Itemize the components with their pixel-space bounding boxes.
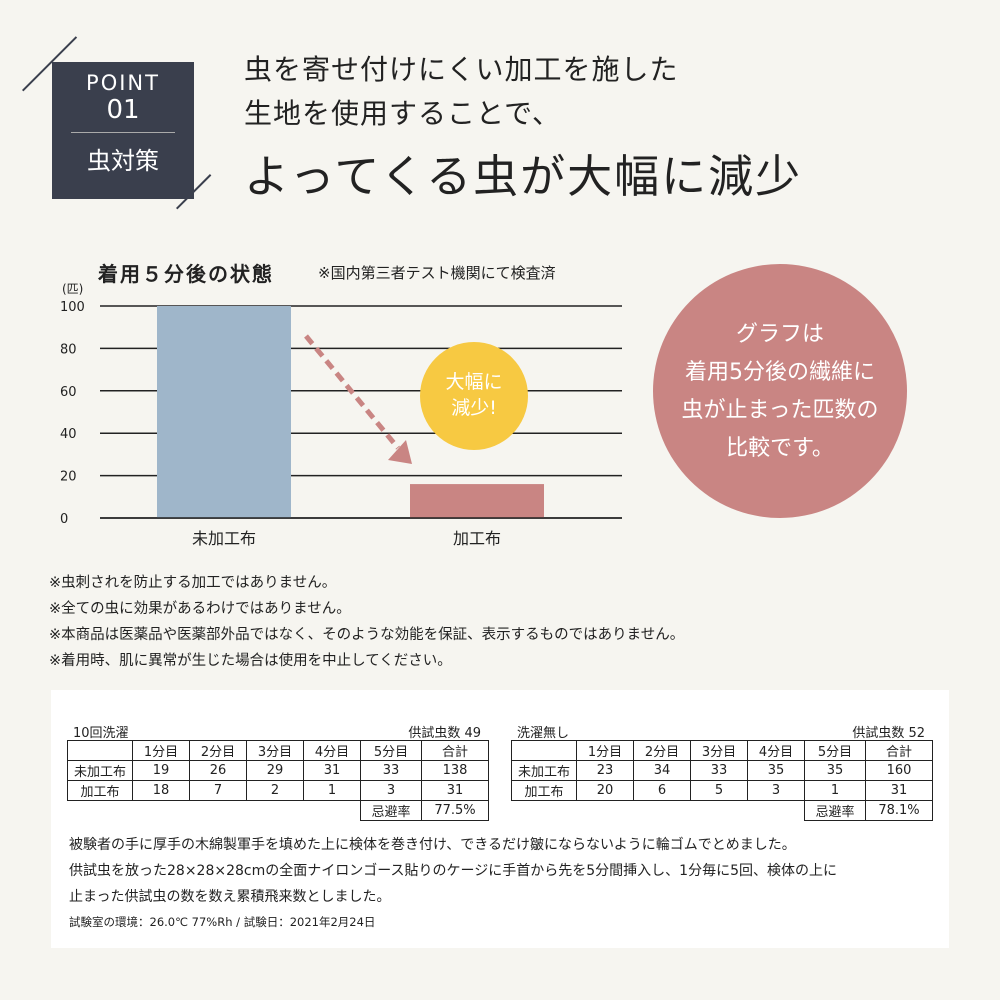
test-count-label: 供試虫数 52: [852, 726, 925, 741]
decrease-arrow-line: [304, 334, 400, 450]
test-count-label: 供試虫数 49: [408, 726, 481, 741]
results-table: 1分目 2分目 3分目 4分目 5分目 合計 未加工布 23 34 33 35 …: [511, 740, 933, 821]
disclaimer-notes: ※虫刺されを防止する加工ではありません。 ※全ての虫に効果があるわけではありませ…: [49, 570, 684, 674]
test-method-explanation: 被験者の手に厚手の木綿製軍手を填めた上に検体を巻き付け、できるだけ皺にならないよ…: [69, 832, 837, 910]
table-header-row: 1分目 2分目 3分目 4分目 5分目 合計: [511, 740, 933, 761]
test-results-panel: 10回洗濯 供試虫数 49 1分目 2分目 3分目 4分目 5分目 合計 未加工…: [51, 690, 949, 948]
headline-line-1: 虫を寄せ付けにくい加工を施した: [244, 53, 679, 86]
headline-line-2: 生地を使用することで、: [244, 97, 562, 130]
table-unwashed: 洗濯無し 供試虫数 52 1分目 2分目 3分目 4分目 5分目 合計 未加工布…: [511, 722, 935, 821]
explanation-line-2: 供試虫を放った28×28×28cmの全面ナイロンゴース貼りのケージに手首から先を…: [69, 863, 837, 879]
callout-line-2: 着用5分後の繊維に: [685, 360, 875, 385]
bar-chart: (匹) 0 20 40 60 80 100 未加工布 加工布 大幅に減少!: [60, 282, 622, 548]
y-tick-label: 100: [60, 300, 85, 315]
y-tick-label: 40: [60, 427, 77, 442]
badge-divider: [71, 132, 175, 133]
badge-number: 01: [106, 95, 140, 125]
callout-line-3: 虫が止まった匹数の: [681, 398, 879, 423]
x-tick-label: 加工布: [453, 529, 501, 548]
note-item: ※着用時、肌に異常が生じた場合は使用を中止してください。: [49, 653, 452, 669]
note-item: ※虫刺されを防止する加工ではありません。: [49, 575, 337, 591]
note-item: ※本商品は医薬品や医薬部外品ではなく、そのような効能を保証、表示するものではあり…: [49, 627, 685, 643]
table-title: 10回洗濯: [73, 726, 129, 741]
test-environment: 試験室の環境：26.0℃ 77%Rh / 試験日：2021年2月24日: [69, 915, 376, 929]
table-row: 未加工布 23 34 33 35 35 160: [511, 760, 933, 781]
results-table: 1分目 2分目 3分目 4分目 5分目 合計 未加工布 19 26 29 31 …: [67, 740, 489, 821]
annotation-circle: [420, 342, 528, 450]
y-axis-unit-label: (匹): [62, 282, 83, 296]
table-washed: 10回洗濯 供試虫数 49 1分目 2分目 3分目 4分目 5分目 合計 未加工…: [67, 722, 491, 821]
y-tick-label: 0: [60, 512, 68, 527]
table-row: 加工布 20 6 5 3 1 31: [511, 780, 933, 801]
y-tick-label: 80: [60, 342, 77, 357]
decrease-arrow-head: [388, 440, 412, 464]
chart-title: 着用５分後の状態: [98, 262, 274, 286]
rate-value: 77.5%: [421, 800, 489, 821]
y-tick-label: 60: [60, 385, 77, 400]
table-title: 洗濯無し: [517, 726, 570, 741]
y-tick-label: 20: [60, 470, 77, 485]
note-item: ※全ての虫に効果があるわけではありません。: [49, 601, 351, 617]
rate-row: 忌避率 77.5%: [68, 800, 489, 821]
annotation-line-2: 減少!: [451, 397, 497, 419]
chart-note: ※国内第三者テスト機関にて検査済: [318, 264, 556, 282]
rate-row: 忌避率 78.1%: [512, 800, 933, 821]
bar: [157, 306, 291, 518]
point-badge: POINT 01 虫対策: [52, 62, 194, 199]
explanation-line-3: 止まった供試虫の数を数え累積飛来数としました。: [69, 889, 391, 905]
badge-category: 虫対策: [87, 147, 159, 175]
badge-point-label: POINT: [86, 71, 160, 95]
rate-value: 78.1%: [865, 800, 933, 821]
rate-label: 忌避率: [360, 800, 422, 821]
table-header-row: 1分目 2分目 3分目 4分目 5分目 合計: [67, 740, 489, 761]
callout-line-1: グラフは: [735, 322, 824, 347]
headline-main: よってくる虫が大幅に減少: [244, 150, 803, 203]
table-row: 未加工布 19 26 29 31 33 138: [67, 760, 489, 781]
explanation-line-1: 被験者の手に厚手の木綿製軍手を填めた上に検体を巻き付け、できるだけ皺にならないよ…: [69, 837, 796, 853]
callout-circle: グラフは 着用5分後の繊維に 虫が止まった匹数の 比較です。: [653, 264, 907, 518]
annotation-line-1: 大幅に: [445, 371, 502, 393]
callout-line-4: 比較です。: [726, 436, 834, 461]
rate-label: 忌避率: [804, 800, 866, 821]
table-row: 加工布 18 7 2 1 3 31: [67, 780, 489, 801]
x-tick-label: 未加工布: [192, 529, 256, 548]
bar: [410, 484, 544, 518]
